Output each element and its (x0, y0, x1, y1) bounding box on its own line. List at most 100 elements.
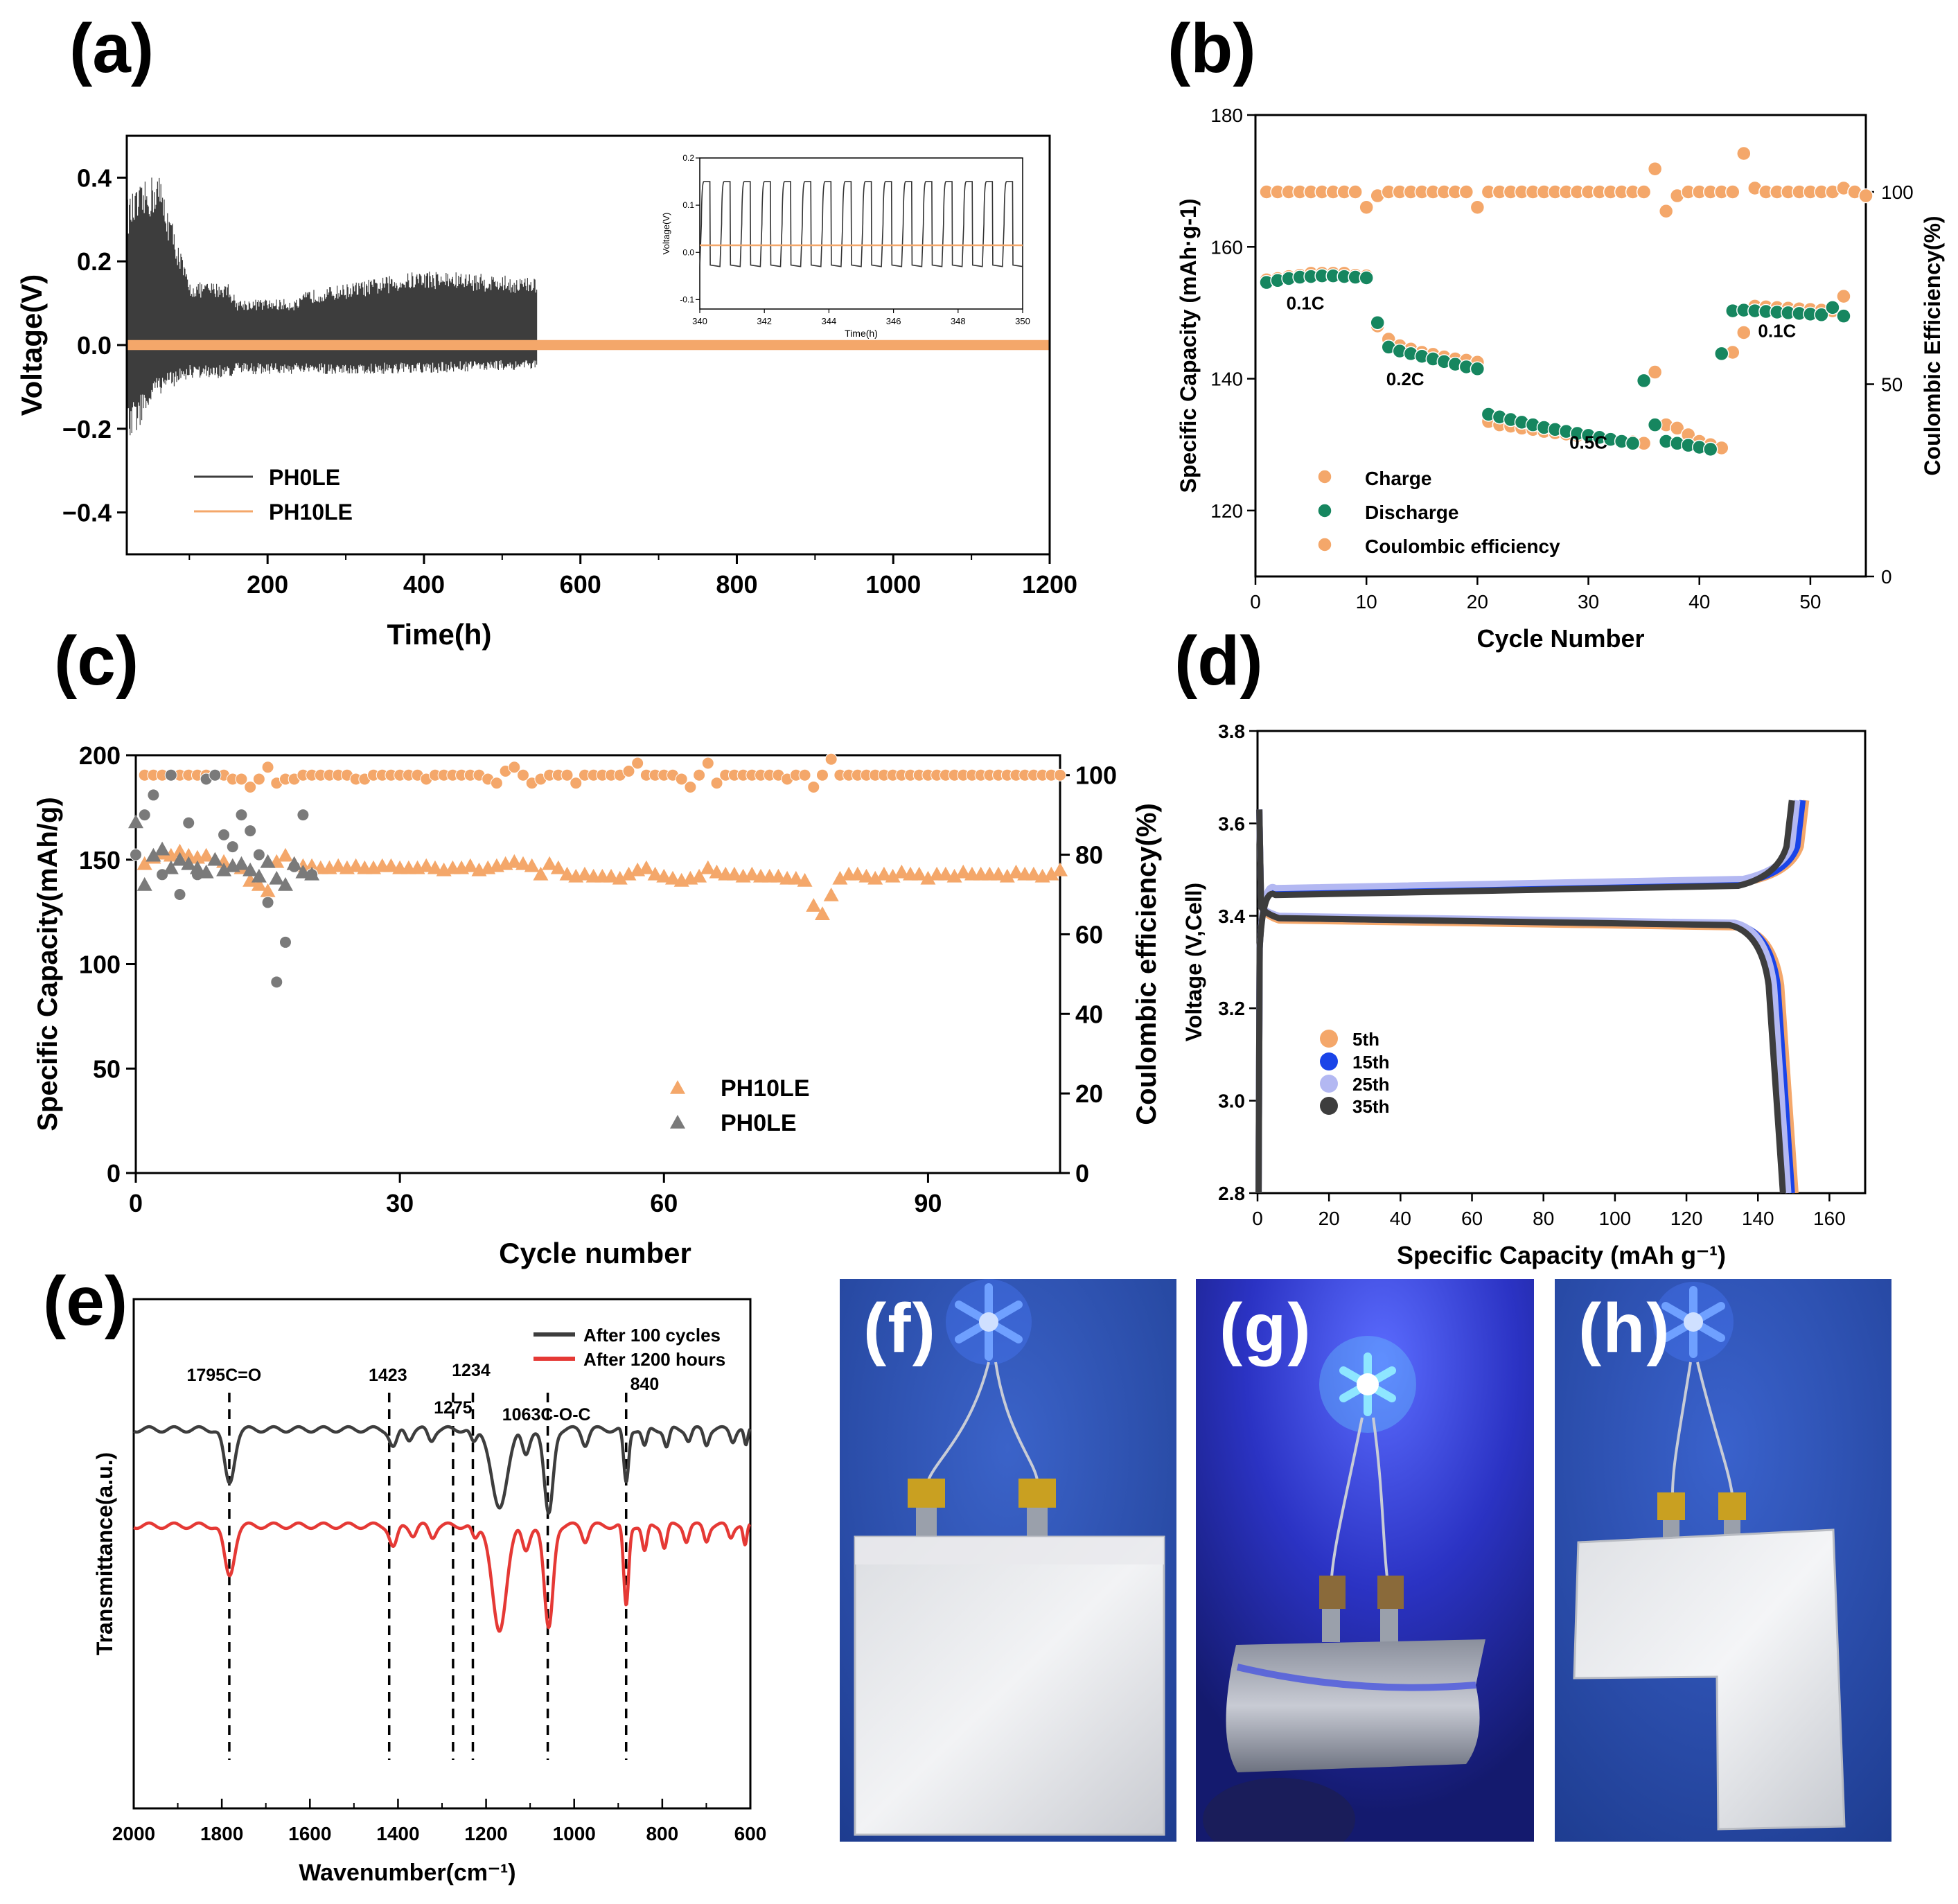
y2-tick-label: 60 (1075, 920, 1103, 949)
discharge-point (1714, 346, 1729, 362)
inset-x-tick-label: 340 (692, 316, 707, 326)
y-tick-label: 0.0 (77, 331, 112, 360)
x-tick-label: 800 (716, 570, 757, 599)
ph0le-capacity-point (189, 860, 205, 874)
ph10le-capacity-point (383, 858, 399, 872)
series-ph10le-line (127, 340, 1050, 351)
ph10le-ce-point (824, 752, 838, 766)
x-tick-label: 140 (1742, 1208, 1774, 1229)
ph0le-capacity-point (269, 870, 285, 885)
x-axis-title: Wavenumber(cm⁻¹) (299, 1860, 515, 1886)
discharge-point (1470, 361, 1485, 377)
legend-label-35th: 35th (1352, 1096, 1389, 1117)
ph10le-capacity-point (656, 868, 672, 883)
ph10le-ce-point (235, 773, 248, 786)
x-tick-label: 0 (1252, 1208, 1263, 1229)
ph10le-ce-point (807, 780, 820, 793)
rate-label: 0.2C (1386, 369, 1425, 389)
ph10le-capacity-point (542, 856, 558, 870)
x-tick-label: 1200 (464, 1823, 507, 1844)
ph10le-capacity-point (999, 868, 1015, 883)
x-tick-label: 120 (1670, 1208, 1703, 1229)
ph10le-capacity-point (691, 868, 707, 883)
ce-point (1725, 184, 1740, 200)
y2-tick-label: 40 (1075, 1000, 1103, 1028)
ph10le-capacity-point (348, 858, 364, 872)
x-tick-label: 800 (646, 1823, 678, 1844)
ftir-curve-100-cycles (132, 1425, 752, 1515)
ph0le-ce-point (138, 809, 151, 822)
discharge-point (1825, 300, 1840, 315)
chart-a: 200 400 600 800 1000 1200 −0.4 −0.2 0.0 0.2 0.4 Tim… (15, 134, 1077, 651)
ce-point (1348, 184, 1363, 200)
chart-d: 0 20 40 60 80 100 120 140 160 2.8 3.0 3.2 3.4 3.6 3.8 S… (1181, 721, 1867, 1269)
ph10le-capacity-point (1008, 864, 1024, 879)
led-snowflake-icon (1319, 1336, 1416, 1433)
legend-label-15th: 15th (1352, 1052, 1389, 1073)
ph10le-ce-point (798, 768, 811, 782)
ph10le-capacity-point (823, 888, 839, 901)
x-tick-label: 1000 (865, 570, 921, 599)
ph0le-ce-point (173, 888, 186, 901)
ph0le-ce-point (147, 788, 160, 802)
ph0le-ce-point (297, 809, 310, 822)
ph0le-capacity-point (295, 864, 311, 879)
panel-label-d: (d) (1174, 622, 1263, 700)
x-tick-label: 80 (1533, 1208, 1554, 1229)
ph10le-ce-point (561, 768, 574, 782)
charge-point (1669, 421, 1685, 436)
ph10le-capacity-point (664, 870, 680, 885)
discharge-curve-35th (1256, 809, 1786, 1194)
plot-frame (134, 754, 1061, 1174)
panel-label-f: (f) (863, 1289, 937, 1367)
ph0le-ce-point (261, 896, 274, 909)
peak-label: 840 (630, 1375, 660, 1394)
y2-tick-label: 20 (1075, 1079, 1103, 1108)
x-tick-label: 20 (1318, 1208, 1340, 1229)
legend-label-ph0le: PH0LE (721, 1110, 797, 1136)
ph0le-capacity-point (155, 841, 170, 856)
x-tick-label: 2000 (112, 1823, 155, 1844)
y2-tick-label: 100 (1075, 761, 1117, 790)
ph10le-capacity-point (550, 860, 566, 874)
charge-curve-5th (1255, 800, 1810, 1194)
legend-marker-ph10le (670, 1080, 685, 1094)
x-tick-label: 10 (1356, 591, 1377, 612)
photo-h: (h) (1555, 1279, 1891, 1842)
legend-marker-15th (1320, 1052, 1338, 1070)
photo-g-image (1196, 1279, 1534, 1842)
discharge-point (1359, 270, 1374, 285)
inset-chart: 340 342 344 346 348 350 -0.1 0.0 0.1 0.2 Time(h) Vo… (661, 153, 1030, 339)
x-tick-label: 1800 (200, 1823, 243, 1844)
chart-c: 0 30 60 90 0 50 100 150 200 0 20 40 60 80 100 Cycle num… (33, 741, 1162, 1269)
inset-x-tick-label: 342 (757, 316, 772, 326)
y-tick-label: 180 (1210, 105, 1243, 126)
ph10le-capacity-point (832, 870, 848, 885)
ph10le-capacity-point (858, 868, 874, 883)
ph10le-capacity-point (955, 864, 971, 879)
ph10le-capacity-point (621, 866, 637, 881)
ph10le-capacity-point (163, 847, 179, 862)
ph0le-ce-point (130, 848, 142, 861)
discharge-curve-15th (1256, 809, 1795, 1194)
ph0le-capacity-point (216, 862, 232, 876)
ph10le-ce-point (244, 780, 257, 793)
ph10le-capacity-point (330, 858, 346, 872)
ph10le-capacity-point (603, 868, 619, 883)
ph10le-capacity-point (876, 866, 892, 881)
y-tick-label: 160 (1210, 236, 1243, 258)
x-tick-label: 600 (560, 570, 601, 599)
legend-label-1200-hours: After 1200 hours (583, 1349, 725, 1370)
x-tick-label: 90 (914, 1189, 942, 1217)
ph10le-capacity-point (849, 866, 865, 881)
y2-tick-label: 80 (1075, 841, 1103, 870)
panel-label-a: (a) (69, 10, 154, 87)
ph0le-capacity-point (242, 862, 258, 876)
legend-label-ph10le: PH10LE (269, 500, 353, 525)
ph10le-capacity-point (920, 870, 936, 885)
inset-x-axis-title: Time(h) (845, 328, 878, 339)
ce-point (1647, 161, 1663, 177)
inset-frame (699, 157, 1023, 310)
inset-y-tick-label: -0.1 (680, 294, 694, 304)
